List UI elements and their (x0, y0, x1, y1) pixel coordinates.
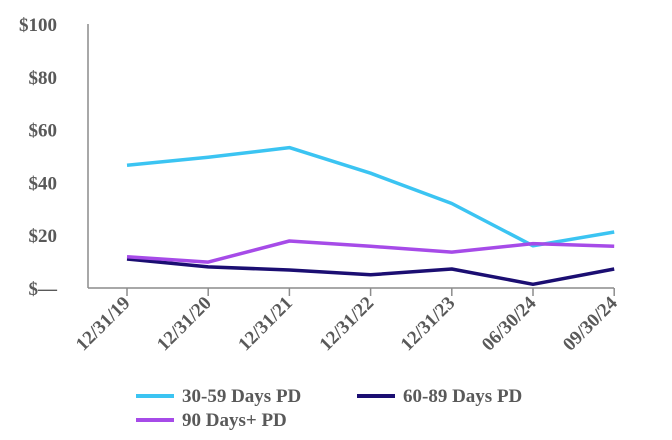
series-lines (126, 145, 615, 287)
y-tick-label: $60 (29, 121, 58, 142)
y-tick-label: $20 (29, 226, 58, 247)
x-tick-label: 06/30/24 (478, 292, 541, 355)
legend-label: 30-59 Days PD (182, 386, 301, 407)
x-tick-label: 12/31/19 (72, 293, 135, 356)
x-tick-label: 12/31/23 (397, 293, 460, 356)
axes (87, 24, 615, 296)
x-tick-label: 12/31/20 (153, 293, 216, 356)
y-tick-label: $40 (29, 173, 58, 194)
series-line-1 (126, 257, 615, 287)
legend-label: 90 Days+ PD (182, 410, 287, 431)
y-tick-label: $— (29, 279, 59, 300)
legend: 30-59 Days PD 60-89 Days PD 90 Days+ PD (136, 386, 522, 431)
x-axis-labels: 12/31/19 12/31/20 12/31/21 12/31/22 12/31/23… (72, 292, 622, 355)
x-tick-label: 09/30/24 (559, 292, 622, 355)
series-line-2 (126, 239, 615, 264)
y-tick-label: $80 (29, 68, 58, 89)
legend-label: 60-89 Days PD (403, 386, 522, 407)
x-tick-label: 12/31/22 (316, 293, 379, 356)
y-axis-labels: $— $20 $40 $60 $80 $100 (19, 15, 58, 300)
x-tick-label: 12/31/21 (234, 293, 297, 356)
series-line-0 (126, 145, 615, 248)
y-tick-label: $100 (19, 15, 57, 36)
